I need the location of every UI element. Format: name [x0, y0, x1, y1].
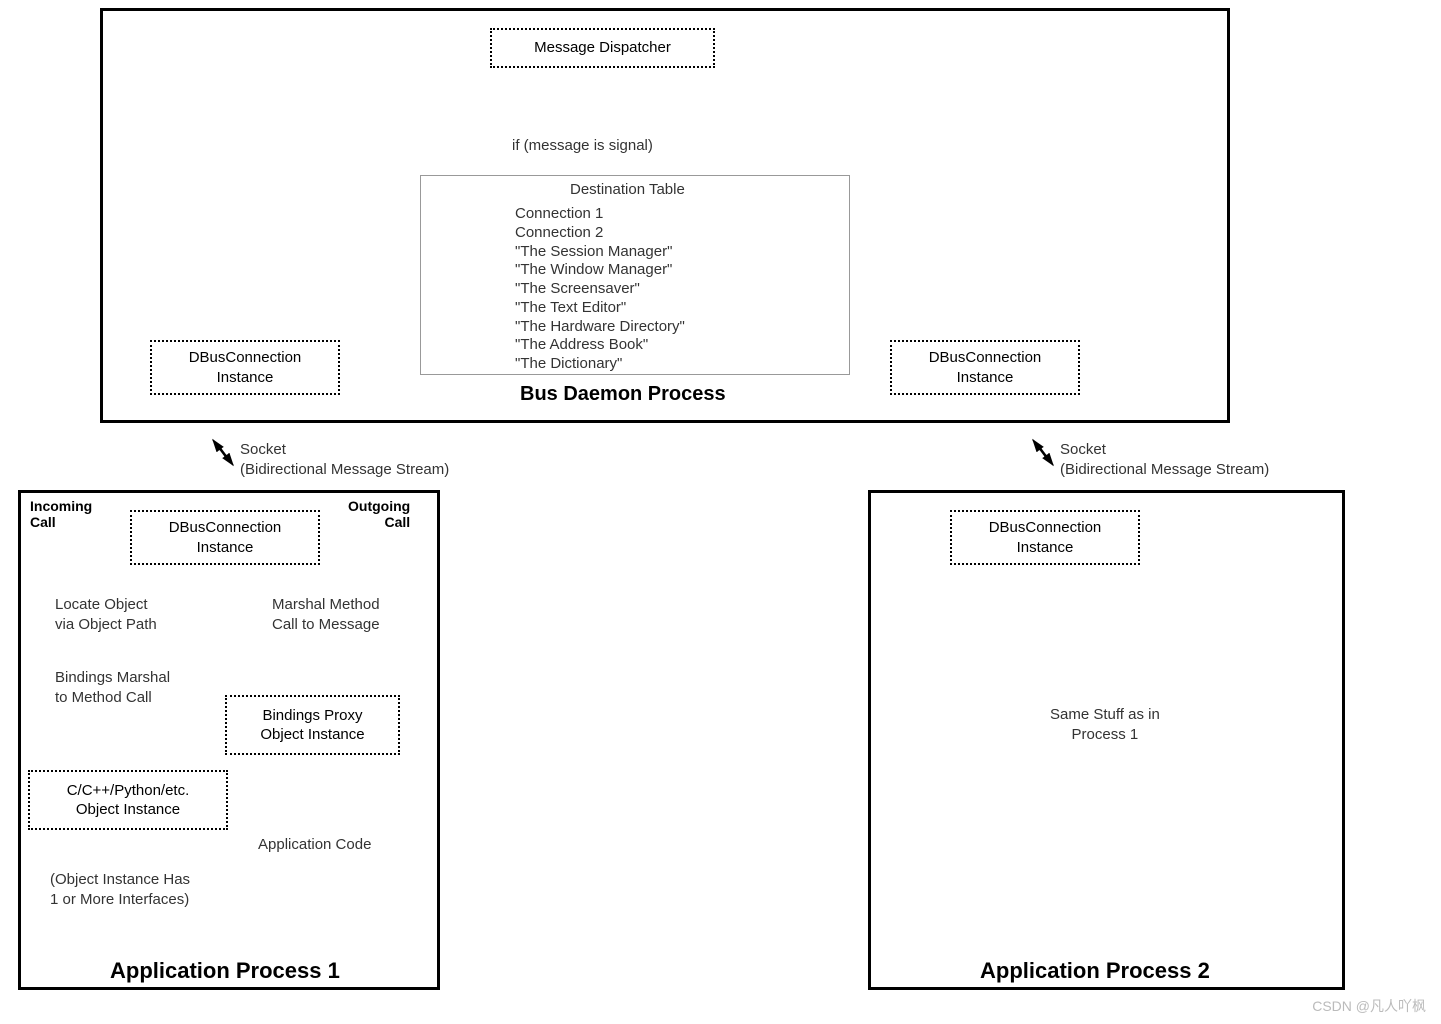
app1-title: Application Process 1	[110, 958, 340, 984]
socket-left-label: Socket (Bidirectional Message Stream)	[240, 440, 449, 481]
app1-conn-box: DBusConnection Instance	[130, 510, 320, 565]
message-dispatcher-box: Message Dispatcher	[490, 28, 715, 68]
socket-right-label: Socket (Bidirectional Message Stream)	[1060, 440, 1269, 481]
bus-daemon-title: Bus Daemon Process	[520, 383, 726, 406]
bindings-marshal-label: Bindings Marshal to Method Call	[55, 668, 170, 709]
app2-title: Application Process 2	[980, 958, 1210, 984]
marshal-method-label: Marshal Method Call to Message	[272, 595, 380, 636]
same-stuff-label: Same Stuff as in Process 1	[1050, 705, 1160, 746]
obj-note: (Object Instance Has 1 or More Interface…	[50, 870, 190, 911]
incoming-label: Incoming Call	[30, 498, 92, 530]
proxy-box: Bindings Proxy Object Instance	[225, 695, 400, 755]
dest-table-items: Connection 1 Connection 2 "The Session M…	[515, 205, 685, 374]
outgoing-label: Outgoing Call	[348, 498, 410, 530]
dispatcher-label: Message Dispatcher	[534, 38, 671, 58]
app-code-label: Application Code	[258, 835, 371, 855]
dest-table-title: Destination Table	[570, 180, 685, 200]
object-instance-box: C/C++/Python/etc. Object Instance	[28, 770, 228, 830]
app2-conn-box: DBusConnection Instance	[950, 510, 1140, 565]
bus-conn-left: DBusConnection Instance	[150, 340, 340, 395]
locate-label: Locate Object via Object Path	[55, 595, 157, 636]
watermark: CSDN @凡人吖枫	[1312, 996, 1426, 1016]
bus-conn-right: DBusConnection Instance	[890, 340, 1080, 395]
